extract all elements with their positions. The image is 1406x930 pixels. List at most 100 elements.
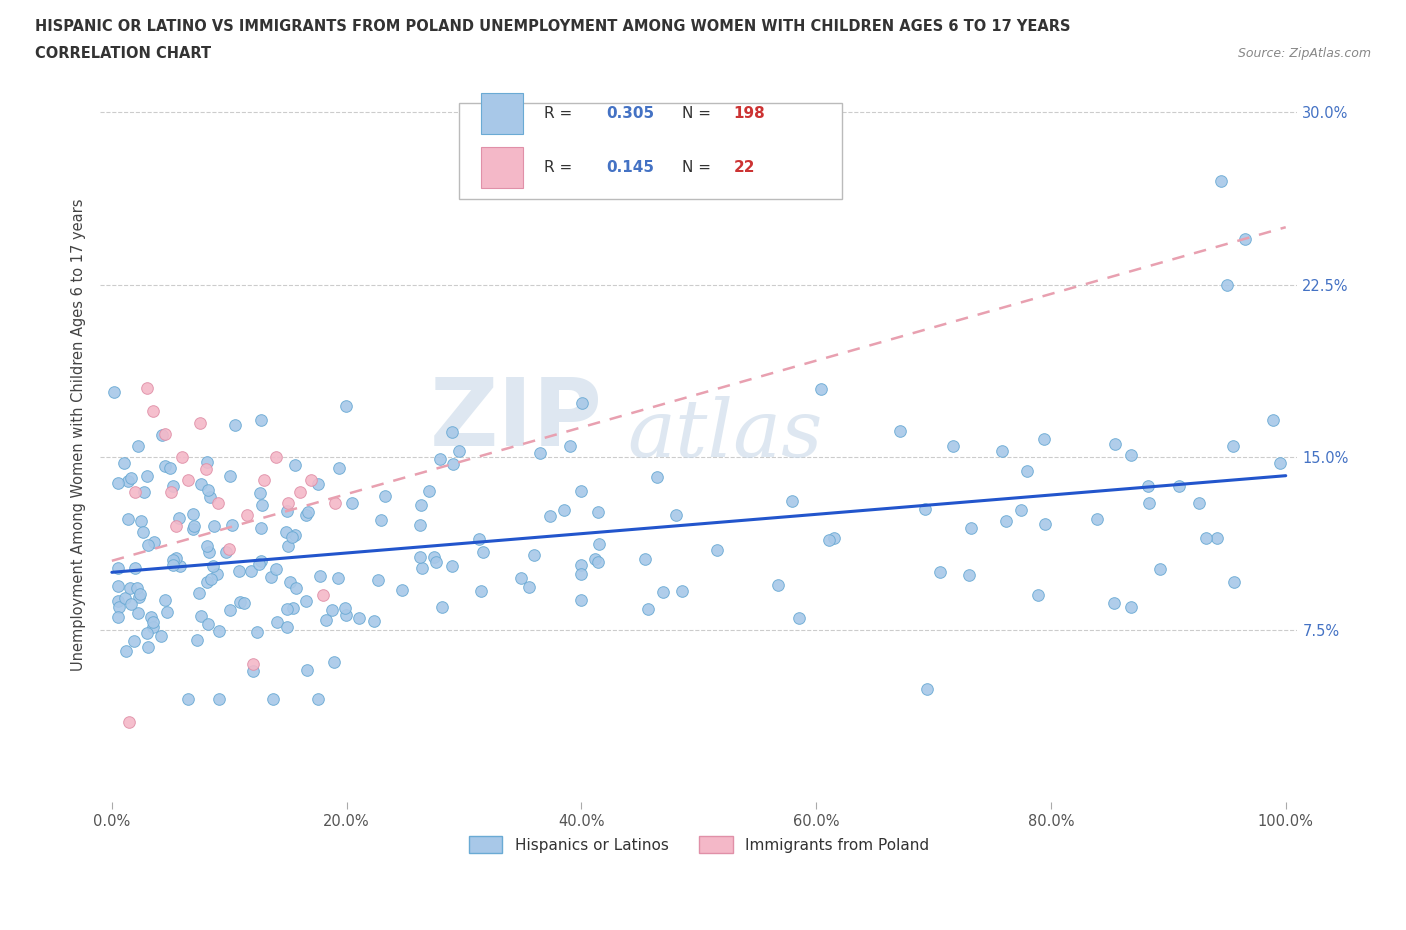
Point <box>430 600 453 615</box>
Point <box>517 579 540 594</box>
Point <box>441 457 464 472</box>
Point <box>141 609 163 624</box>
Point <box>1194 531 1216 546</box>
Point <box>242 657 264 671</box>
Point <box>285 580 308 595</box>
Bar <box>460 103 842 199</box>
Point <box>198 544 221 559</box>
Point <box>221 517 243 532</box>
Point <box>165 551 187 565</box>
Text: N =: N = <box>682 160 716 175</box>
Point <box>197 483 219 498</box>
Point <box>288 485 311 499</box>
Point <box>558 438 581 453</box>
Point <box>959 521 981 536</box>
Point <box>136 640 159 655</box>
Text: R =: R = <box>544 160 578 175</box>
Text: CORRELATION CHART: CORRELATION CHART <box>35 46 211 61</box>
Point <box>823 530 845 545</box>
Point <box>194 461 217 476</box>
Point <box>202 558 225 573</box>
Point <box>651 585 673 600</box>
Point <box>124 561 146 576</box>
Point <box>295 594 318 609</box>
Point <box>335 399 357 414</box>
Point <box>422 550 444 565</box>
Text: 0.145: 0.145 <box>606 160 655 175</box>
Point <box>127 439 149 454</box>
Point <box>1085 512 1108 526</box>
Point <box>418 484 440 498</box>
Point <box>159 485 181 499</box>
Point <box>942 439 965 454</box>
Point <box>637 602 659 617</box>
Point <box>991 444 1014 458</box>
Point <box>374 488 396 503</box>
Point <box>167 511 190 525</box>
Point <box>780 494 803 509</box>
Point <box>252 498 274 512</box>
Point <box>409 517 432 532</box>
Point <box>929 565 952 579</box>
Point <box>333 601 356 616</box>
Point <box>470 584 492 599</box>
Point <box>309 568 332 583</box>
Point <box>228 563 250 578</box>
Point <box>186 632 208 647</box>
Point <box>315 613 337 628</box>
Point <box>107 560 129 575</box>
Point <box>281 601 304 616</box>
Point <box>284 458 307 472</box>
Point <box>284 527 307 542</box>
Point <box>363 614 385 629</box>
Point <box>1104 437 1126 452</box>
Point <box>142 615 165 630</box>
Point <box>307 691 329 706</box>
Point <box>208 691 231 706</box>
Point <box>120 471 142 485</box>
Point <box>277 496 299 511</box>
Text: atlas: atlas <box>627 395 823 473</box>
Point <box>915 682 938 697</box>
Point <box>335 607 357 622</box>
Point <box>1136 478 1159 493</box>
Legend: Hispanics or Latinos, Immigrants from Poland: Hispanics or Latinos, Immigrants from Po… <box>461 828 936 861</box>
Point <box>671 583 693 598</box>
Point <box>260 569 283 584</box>
Point <box>197 617 219 631</box>
Point <box>118 580 141 595</box>
Point <box>239 564 262 578</box>
Point <box>195 538 218 553</box>
Point <box>914 501 936 516</box>
Point <box>129 513 152 528</box>
Point <box>766 578 789 592</box>
Point <box>1233 232 1256 246</box>
Point <box>340 495 363 510</box>
Point <box>370 512 392 527</box>
Point <box>114 591 136 605</box>
Point <box>128 587 150 602</box>
Point <box>429 452 451 467</box>
Point <box>571 557 593 572</box>
Point <box>1149 562 1171 577</box>
Point <box>583 552 606 567</box>
Point <box>586 554 609 569</box>
Point <box>177 472 200 487</box>
Point <box>529 445 551 460</box>
Point <box>249 485 271 500</box>
Point <box>347 611 370 626</box>
Point <box>588 505 610 520</box>
Text: Source: ZipAtlas.com: Source: ZipAtlas.com <box>1237 46 1371 60</box>
Point <box>218 542 240 557</box>
Point <box>150 427 173 442</box>
Point <box>1188 495 1211 510</box>
Point <box>246 624 269 639</box>
Point <box>571 484 593 498</box>
Text: ZIP: ZIP <box>430 374 603 466</box>
Point <box>391 583 413 598</box>
Point <box>274 525 297 539</box>
Point <box>122 633 145 648</box>
Bar <box>481 93 523 134</box>
Point <box>553 502 575 517</box>
Text: 0.305: 0.305 <box>606 106 655 121</box>
